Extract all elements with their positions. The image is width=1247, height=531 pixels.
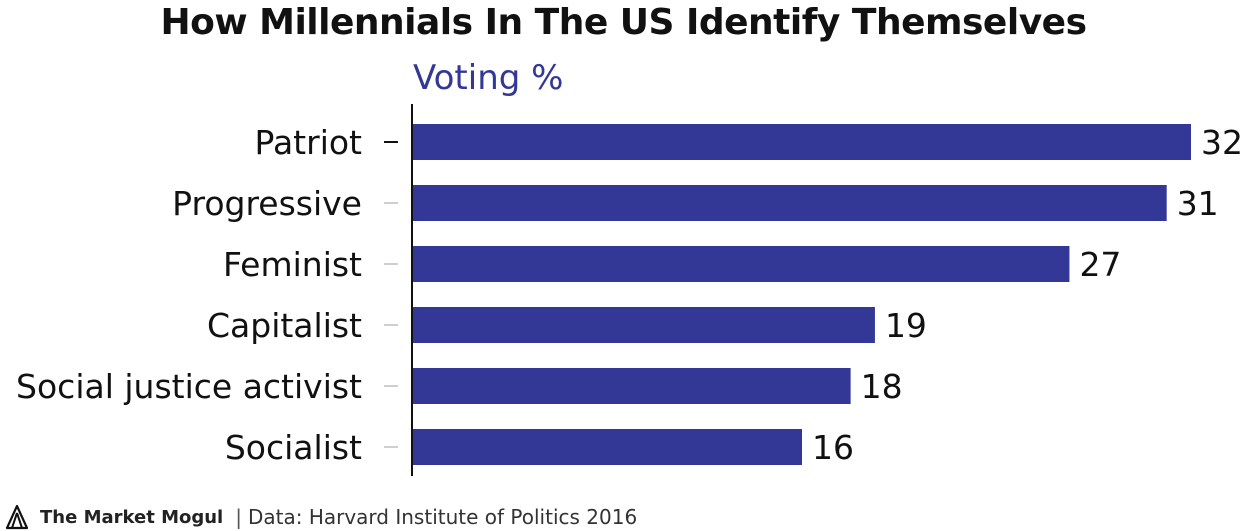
bar bbox=[413, 368, 851, 404]
bar bbox=[413, 307, 875, 343]
chart-subtitle: Voting % bbox=[413, 58, 564, 98]
category-label: Capitalist bbox=[207, 306, 362, 345]
category-label: Patriot bbox=[255, 123, 363, 162]
category-label: Feminist bbox=[223, 245, 362, 284]
category-label: Social justice activist bbox=[16, 367, 362, 406]
value-label: 31 bbox=[1177, 184, 1219, 223]
bar-chart: Patriot 32 Progressive 31 Feminist 27 Capitali… bbox=[16, 104, 1243, 476]
bar bbox=[413, 124, 1191, 160]
bar bbox=[413, 185, 1167, 221]
value-label: 27 bbox=[1079, 245, 1121, 284]
value-label: 32 bbox=[1201, 123, 1243, 162]
category-label: Progressive bbox=[172, 184, 362, 223]
data-source: Data: Harvard Institute of Politics 2016 bbox=[247, 505, 638, 529]
market-mogul-logo-icon bbox=[5, 504, 29, 530]
value-label: 16 bbox=[812, 428, 854, 467]
footer: The Market Mogul | Data: Harvard Institu… bbox=[4, 503, 637, 531]
bar bbox=[413, 246, 1070, 282]
footer-separator: | bbox=[235, 505, 242, 529]
brand-name: The Market Mogul bbox=[40, 506, 224, 528]
chart-title: How Millennials In The US Identify Thems… bbox=[160, 2, 1087, 43]
value-label: 19 bbox=[885, 306, 927, 345]
category-label: Socialist bbox=[225, 428, 362, 467]
bar bbox=[413, 429, 802, 465]
value-label: 18 bbox=[861, 367, 903, 406]
